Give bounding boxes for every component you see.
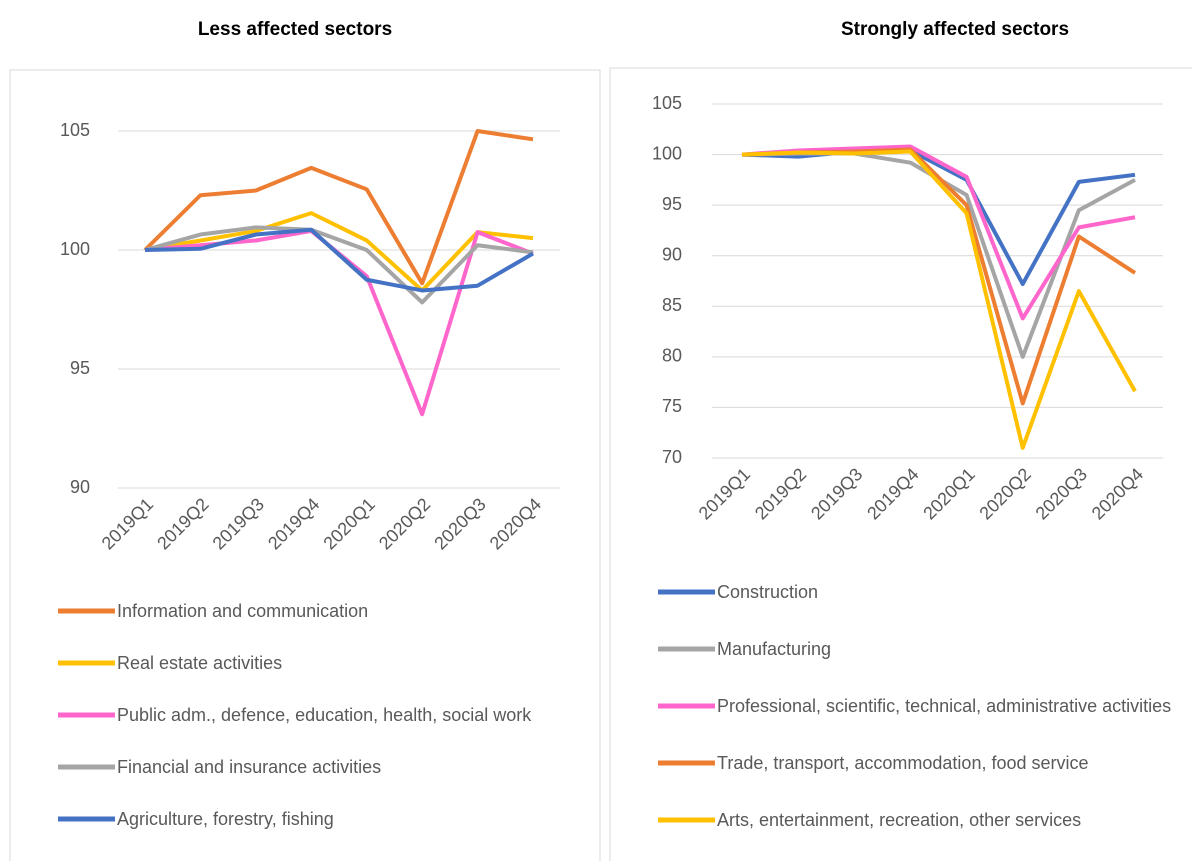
data-line (741, 144, 1136, 321)
panel-border (609, 67, 1192, 861)
y-tick-label: 105 (60, 120, 90, 140)
y-tick-label: 70 (662, 447, 682, 467)
x-tick-label: 2019Q4 (264, 494, 323, 553)
data-line (741, 149, 1137, 450)
legend-label: Arts, entertainment, recreation, other s… (717, 810, 1082, 830)
y-tick-label: 80 (662, 346, 682, 366)
x-tick-label: 2020Q1 (919, 464, 978, 523)
legend-label: Manufacturing (717, 639, 832, 659)
data-line (741, 148, 1136, 287)
x-tick-label: 2020Q4 (1088, 464, 1147, 523)
data-line (144, 227, 535, 293)
x-tick-label: 2019Q2 (751, 464, 810, 523)
x-tick-label: 2020Q1 (319, 494, 378, 553)
legend-label: Agriculture, forestry, fishing (117, 809, 334, 829)
x-tick-label: 2020Q3 (1032, 464, 1091, 523)
x-tick-label: 2019Q1 (98, 494, 157, 553)
data-line (144, 228, 534, 417)
y-tick-label: 90 (662, 244, 682, 264)
x-tick-label: 2020Q4 (486, 494, 545, 553)
chart-title: Less affected sectors (198, 19, 392, 40)
y-tick-label: 90 (70, 477, 90, 497)
x-tick-label: 2020Q3 (430, 494, 489, 553)
x-tick-label: 2020Q2 (975, 464, 1034, 523)
legend-label: Trade, transport, accommodation, food se… (717, 753, 1089, 773)
y-tick-label: 105 (652, 93, 682, 113)
x-tick-label: 2019Q4 (863, 464, 922, 523)
y-tick-label: 100 (60, 239, 90, 259)
chart-title: Strongly affected sectors (841, 19, 1069, 40)
legend-label: Public adm., defence, education, health,… (117, 705, 532, 725)
y-tick-label: 95 (70, 358, 90, 378)
x-tick-label: 2019Q3 (209, 494, 268, 553)
legend-label: Information and communication (117, 601, 369, 621)
x-tick-label: 2019Q3 (807, 464, 866, 523)
data-line (143, 129, 534, 286)
y-tick-label: 100 (652, 143, 682, 163)
legend-label: Construction (717, 582, 819, 602)
y-tick-label: 95 (662, 194, 682, 214)
x-tick-label: 2019Q2 (153, 494, 212, 553)
x-tick-label: 2019Q1 (695, 464, 754, 523)
x-tick-label: 2020Q2 (375, 494, 434, 553)
panel-border (9, 69, 601, 861)
data-line (144, 211, 534, 293)
data-line (144, 225, 534, 305)
legend-label: Real estate activities (117, 653, 283, 673)
legend-label: Professional, scientific, technical, adm… (717, 696, 1172, 716)
y-tick-label: 85 (662, 295, 682, 315)
y-tick-label: 75 (662, 396, 682, 416)
legend-label: Financial and insurance activities (117, 757, 382, 777)
